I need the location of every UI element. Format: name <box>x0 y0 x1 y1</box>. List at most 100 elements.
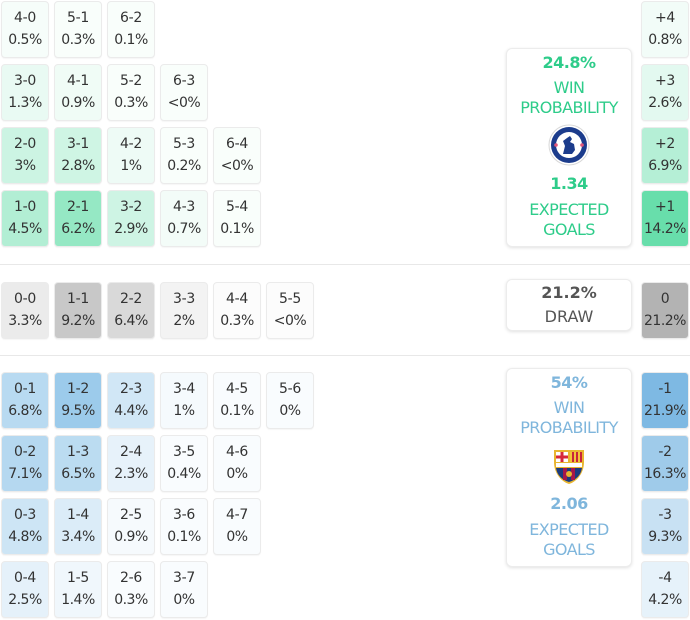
scoreline-cell: 4-0 0.5% <box>1 1 49 58</box>
scoreline-label: 3-7 <box>173 570 195 586</box>
scoreline-label: 2-2 <box>120 291 142 307</box>
probability-value: 1% <box>173 403 195 419</box>
scoreline-cell: 5-4 0.1% <box>213 190 261 247</box>
margin-cell: +2 6.9% <box>641 127 689 184</box>
scoreline-cell: 4-5 0.1% <box>213 372 261 429</box>
probability-value: 0.1% <box>114 32 148 48</box>
scoreline-cell: 1-5 1.4% <box>54 561 102 618</box>
home-summary-card: 24.8% WIN PROBABILITY 1.34 EXPECTED GOAL… <box>506 48 632 247</box>
margin-cell: +1 14.2% <box>641 190 689 247</box>
probability-value: 6.4% <box>114 313 148 329</box>
probability-value: 3.3% <box>8 313 42 329</box>
scoreline-cell: 5-2 0.3% <box>107 64 155 121</box>
away-xg-label: EXPECTED <box>529 520 609 539</box>
probability-value: 0.3% <box>220 313 254 329</box>
scoreline-label: 6-2 <box>120 10 142 26</box>
probability-value: 0.9% <box>114 529 148 545</box>
scoreline-label: 2-4 <box>120 444 142 460</box>
probability-value: 6.2% <box>61 221 95 237</box>
scoreline-label: 4-1 <box>67 73 89 89</box>
home-win-label-2: PROBABILITY <box>520 98 618 117</box>
scoreline-cell: 2-2 6.4% <box>107 282 155 339</box>
probability-value: <0% <box>167 95 201 111</box>
scoreline-cell: 0-0 3.3% <box>1 282 49 339</box>
away-win-label: WIN <box>553 398 585 417</box>
scoreline-cell: 1-0 4.5% <box>1 190 49 247</box>
probability-value: 16.3% <box>644 466 686 482</box>
scoreline-cell: 2-6 0.3% <box>107 561 155 618</box>
probability-value: 9.5% <box>61 403 95 419</box>
scoreline-cell: 2-4 2.3% <box>107 435 155 492</box>
scoreline-label: 3-1 <box>67 136 89 152</box>
scoreline-label: 1-5 <box>67 570 89 586</box>
scoreline-cell: 4-4 0.3% <box>213 282 261 339</box>
scoreline-label: 4-4 <box>226 291 248 307</box>
scoreline-label: 4-0 <box>14 10 36 26</box>
probability-value: 1.4% <box>61 592 95 608</box>
divider <box>0 355 690 356</box>
margin-cell: +4 0.8% <box>641 1 689 58</box>
probability-value: 0% <box>173 592 195 608</box>
margin-cell: -2 16.3% <box>641 435 689 492</box>
scoreline-cell: 3-7 0% <box>160 561 208 618</box>
scoreline-label: 1-2 <box>67 381 89 397</box>
probability-value: 1.3% <box>8 95 42 111</box>
probability-value: 2.5% <box>8 592 42 608</box>
scoreline-cell: 5-3 0.2% <box>160 127 208 184</box>
scoreline-cell: 1-1 9.2% <box>54 282 102 339</box>
home-expected-goals: 1.34 <box>550 174 588 193</box>
probability-value: 0.1% <box>220 403 254 419</box>
probability-value: 1% <box>120 158 142 174</box>
home-win-label: WIN <box>553 78 585 97</box>
scoreline-cell: 3-2 2.9% <box>107 190 155 247</box>
scoreline-label: 5-4 <box>226 199 248 215</box>
scoreline-label: 5-5 <box>279 291 301 307</box>
divider <box>0 264 690 265</box>
probability-value: 0.1% <box>167 529 201 545</box>
probability-value: 0.3% <box>114 592 148 608</box>
scoreline-label: 5-6 <box>279 381 301 397</box>
probability-value: 3.4% <box>61 529 95 545</box>
probability-value: 0% <box>226 466 248 482</box>
probability-value: <0% <box>273 313 307 329</box>
draw-label: DRAW <box>544 307 594 326</box>
margin-cell: +3 2.6% <box>641 64 689 121</box>
draw-probability: 21.2% <box>541 283 597 302</box>
probability-value: 0.9% <box>61 95 95 111</box>
margin-cell: -3 9.3% <box>641 498 689 555</box>
scoreline-cell: 6-3 <0% <box>160 64 208 121</box>
scoreline-label: 0-0 <box>14 291 36 307</box>
scoreline-label: 1-4 <box>67 507 89 523</box>
scoreline-label: 3-4 <box>173 381 195 397</box>
scoreline-label: 2-1 <box>67 199 89 215</box>
probability-value: 2% <box>173 313 195 329</box>
scoreline-cell: 3-0 1.3% <box>1 64 49 121</box>
scoreline-label: 3-0 <box>14 73 36 89</box>
scoreline-cell: 2-0 3% <box>1 127 49 184</box>
probability-value: <0% <box>220 158 254 174</box>
scoreline-label: 4-3 <box>173 199 195 215</box>
probability-value: 0.1% <box>220 221 254 237</box>
probability-value: 14.2% <box>644 221 686 237</box>
probability-value: 7.1% <box>8 466 42 482</box>
draw-summary-card: 21.2% DRAW <box>506 279 632 331</box>
scoreline-cell: 5-1 0.3% <box>54 1 102 58</box>
scoreline-label: -4 <box>658 570 672 586</box>
scoreline-cell: 2-1 6.2% <box>54 190 102 247</box>
scoreline-cell: 4-2 1% <box>107 127 155 184</box>
probability-value: 4.2% <box>648 592 682 608</box>
scoreline-label: 0-4 <box>14 570 36 586</box>
probability-value: 0% <box>279 403 301 419</box>
scoreline-cell: 4-3 0.7% <box>160 190 208 247</box>
scoreline-label: 0-1 <box>14 381 36 397</box>
probability-value: 0.8% <box>648 32 682 48</box>
scoreline-label: 3-2 <box>120 199 142 215</box>
scoreline-cell: 1-2 9.5% <box>54 372 102 429</box>
scoreline-cell: 5-5 <0% <box>266 282 314 339</box>
home-xg-label-2: GOALS <box>543 220 595 239</box>
scoreline-label: -3 <box>658 507 672 523</box>
scoreline-label: 3-3 <box>173 291 195 307</box>
margin-cell: -1 21.9% <box>641 372 689 429</box>
scoreline-label: 5-3 <box>173 136 195 152</box>
scoreline-cell: 0-3 4.8% <box>1 498 49 555</box>
